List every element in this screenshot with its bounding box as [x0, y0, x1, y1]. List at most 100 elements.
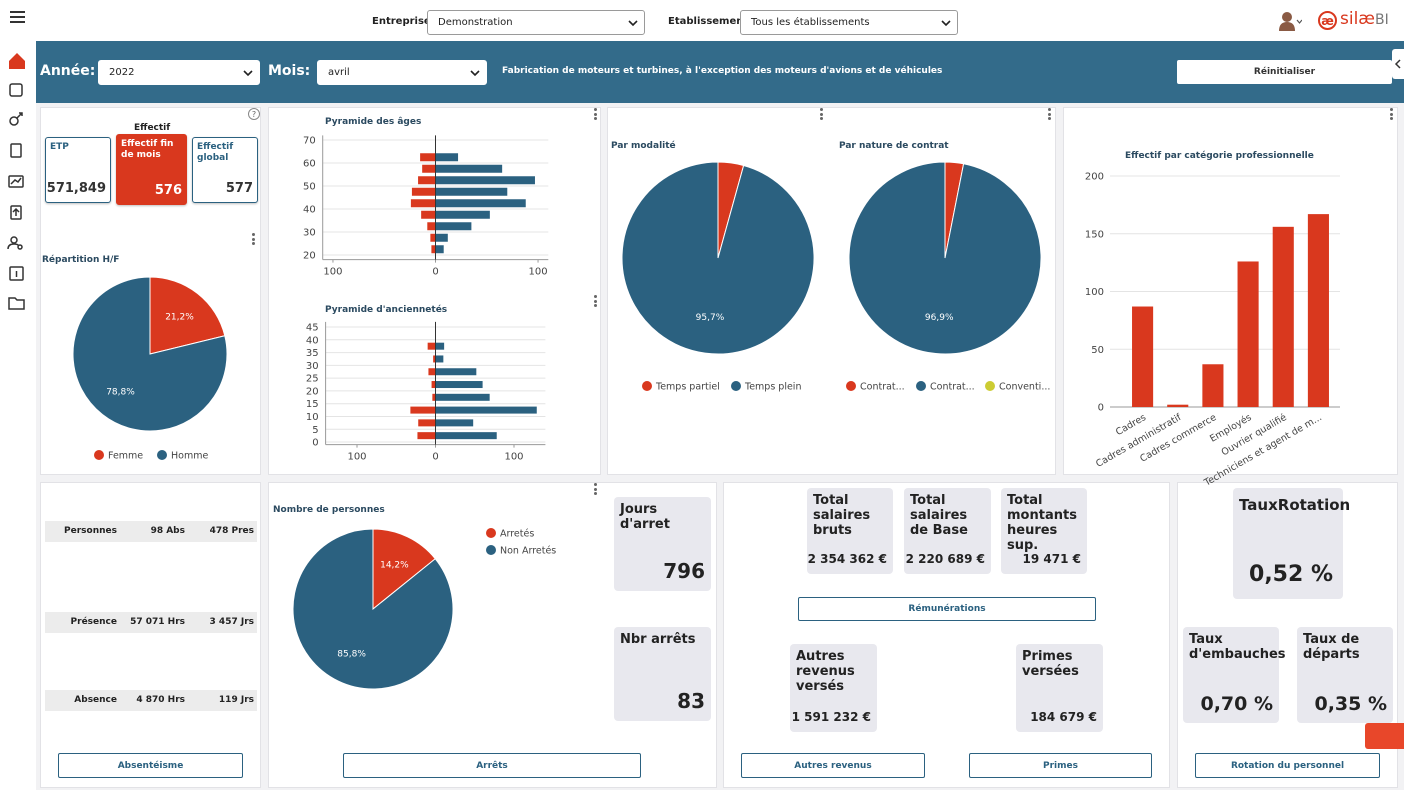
- annee-label: Année:: [40, 63, 96, 79]
- remunerations-button[interactable]: Rémunérations: [798, 597, 1096, 621]
- filter-bar: Année: 2022 Mois: avril Fabrication de m…: [36, 41, 1404, 103]
- card-label: ETP: [50, 142, 69, 152]
- card-value: 2 220 689 €: [905, 552, 985, 566]
- collapse-tab[interactable]: [1392, 49, 1404, 79]
- arrets-panel: Jours d'arret 796 Nbr arrêts 83 Arrêts: [268, 482, 717, 788]
- contrats-panel: [607, 107, 1056, 475]
- menu-dots[interactable]: [594, 483, 597, 497]
- kpi-card: TauxRotation 0,52 %: [1233, 488, 1351, 599]
- effectif-panel: ? Effectif ETP 571,849 Effectif fin de mo…: [40, 107, 261, 475]
- etablissement-select[interactable]: Tous les établissements: [740, 10, 958, 35]
- kpi-card: Primes versées 184 679 €: [1016, 644, 1103, 732]
- card-value: 83: [677, 689, 705, 713]
- row-value: 57 071 Hrs: [130, 617, 185, 627]
- menu-dots[interactable]: [1390, 108, 1393, 122]
- annee-value: 2022: [109, 67, 135, 78]
- card-label: Taux d'embauches: [1189, 632, 1286, 662]
- kpi-card: Taux d'embauches 0,70 %: [1183, 627, 1286, 723]
- menu-dots[interactable]: [594, 295, 597, 309]
- card-label: Autres revenus versés: [796, 649, 855, 694]
- absence-row: Absence 4 870 Hrs 119 Jrs: [45, 690, 257, 711]
- sidebar: [0, 41, 36, 790]
- user-icon[interactable]: [1278, 11, 1302, 31]
- card-value: 571,849: [46, 181, 106, 196]
- mois-select[interactable]: avril: [317, 60, 487, 85]
- grid-icon[interactable]: [9, 83, 23, 97]
- row-value: 478 Pres: [209, 526, 254, 536]
- card-label: Taux de départs: [1303, 632, 1360, 662]
- entreprise-label: Entreprise:: [372, 16, 435, 27]
- upload-icon[interactable]: [10, 205, 22, 220]
- card-label: Nbr arrêts: [620, 632, 696, 647]
- kpi-card: Taux de départs 0,35 %: [1297, 627, 1393, 723]
- card-label: Total salaires de Base: [910, 493, 968, 538]
- home-icon[interactable]: [9, 53, 25, 69]
- row-label: Personnes: [64, 526, 117, 536]
- rotation-button[interactable]: Rotation du personnel: [1195, 753, 1380, 778]
- folder-icon[interactable]: [8, 297, 25, 310]
- etp-card: ETP 571,849: [45, 137, 111, 203]
- card-value: 0,35 %: [1314, 693, 1387, 715]
- row-value: 98 Abs: [150, 526, 185, 536]
- rotation-panel: TauxRotation 0,52 % Taux d'embauches 0,70 …: [1177, 482, 1398, 788]
- mois-value: avril: [328, 67, 350, 78]
- chart-icon[interactable]: [8, 175, 24, 188]
- card-label: Primes versées: [1022, 649, 1079, 679]
- kpi-card: Jours d'arret 796: [614, 497, 711, 591]
- help-icon[interactable]: ?: [248, 108, 260, 120]
- logo-mark: æ: [1318, 11, 1337, 30]
- search-user-icon[interactable]: [10, 236, 18, 244]
- card-value: 2 354 362 €: [807, 552, 887, 566]
- annee-select[interactable]: 2022: [98, 60, 260, 85]
- absenteisme-button[interactable]: Absentéisme: [58, 753, 243, 778]
- mois-label: Mois:: [268, 63, 311, 79]
- kpi-card: Nbr arrêts 83: [614, 627, 711, 721]
- card-label: Effectif fin de mois: [121, 139, 174, 160]
- notification-tab[interactable]: [1365, 723, 1404, 749]
- autres-revenus-button[interactable]: Autres revenus: [741, 753, 925, 778]
- entreprise-select[interactable]: Demonstration: [427, 10, 645, 35]
- menu-dots[interactable]: [1048, 108, 1051, 122]
- menu-dots[interactable]: [594, 108, 597, 122]
- arrets-button[interactable]: Arrêts: [343, 753, 641, 778]
- card-label: TauxRotation: [1239, 496, 1351, 514]
- gender-icon[interactable]: [9, 116, 19, 126]
- card-value: 184 679 €: [1030, 710, 1097, 724]
- row-value: 3 457 Jrs: [209, 617, 254, 627]
- row-label: Présence: [70, 617, 117, 627]
- effectif-global-card[interactable]: Effectif global 577: [192, 137, 258, 203]
- categories-panel: [1063, 107, 1398, 475]
- remuneration-panel: Total salaires bruts 2 354 362 € Total sa…: [723, 482, 1170, 788]
- card-value: 796: [663, 559, 705, 583]
- absence-row: Présence 57 071 Hrs 3 457 Jrs: [45, 612, 257, 633]
- menu-dots[interactable]: [252, 233, 255, 247]
- card-label: Jours d'arret: [620, 502, 670, 532]
- absence-row: Personnes 98 Abs 478 Pres: [45, 521, 257, 542]
- doc-icon[interactable]: [10, 143, 22, 158]
- brand: silæ: [1340, 9, 1375, 29]
- card-label: Total montants heures sup.: [1007, 493, 1077, 553]
- kpi-card: Total salaires de Base 2 220 689 €: [904, 488, 991, 574]
- pyramides-panel: [268, 107, 601, 475]
- effectif-fin-card[interactable]: Effectif fin de mois 576: [116, 134, 187, 205]
- info-icon[interactable]: [9, 266, 24, 281]
- kpi-card: Total salaires bruts 2 354 362 €: [807, 488, 893, 574]
- sidebar-icons: [7, 53, 25, 310]
- menu-icon[interactable]: [10, 11, 25, 24]
- effectif-title: Effectif: [134, 123, 171, 133]
- menu-dots[interactable]: [820, 108, 823, 122]
- card-value: 19 471 €: [1022, 552, 1081, 566]
- card-label: Effectif global: [197, 142, 234, 163]
- row-label: Absence: [74, 695, 117, 705]
- kpi-card: Total montants heures sup. 19 471 €: [1001, 488, 1087, 574]
- card-value: 576: [154, 183, 182, 198]
- top-header: Entreprise: Demonstration Etablissement:…: [0, 0, 1404, 41]
- card-label: Total salaires bruts: [813, 493, 871, 538]
- card-value: 0,52 %: [1249, 562, 1333, 587]
- reset-button[interactable]: Réinitialiser: [1177, 60, 1392, 84]
- card-value: 0,70 %: [1200, 693, 1273, 715]
- etablissement-value: Tous les établissements: [751, 17, 870, 28]
- primes-button[interactable]: Primes: [969, 753, 1152, 778]
- card-value: 1 591 232 €: [791, 710, 871, 724]
